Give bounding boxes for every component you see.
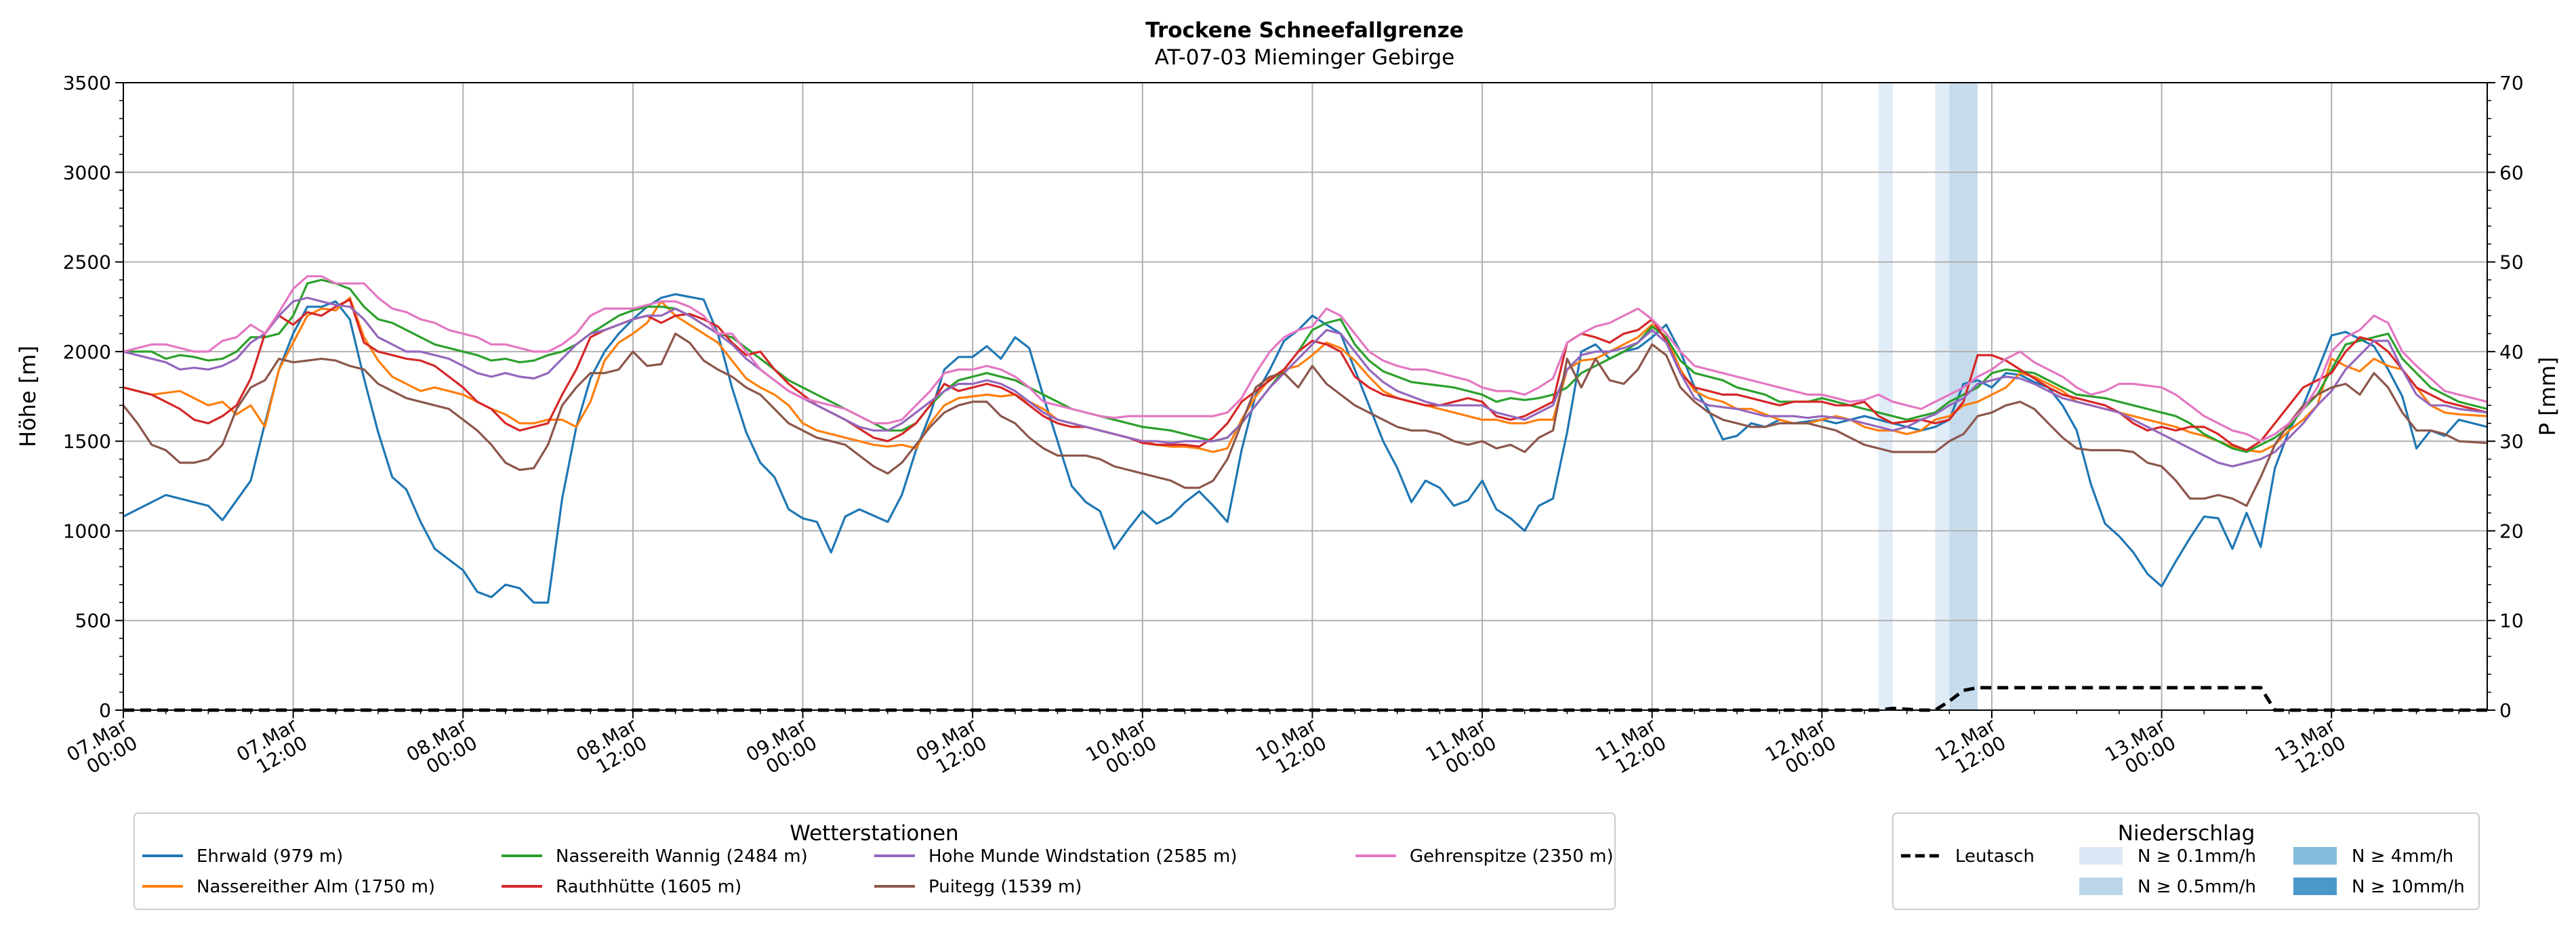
y-tick-label-0: 0	[99, 699, 111, 722]
legend-precip-label-2: N ≥ 0.5mm/h	[2138, 877, 2256, 897]
precip-bands	[1878, 83, 1978, 710]
precip-band-0	[1878, 83, 1893, 710]
y-tick-label-4: 2000	[63, 341, 111, 363]
series-line-6	[123, 275, 2488, 442]
precip-band-2	[1949, 83, 1978, 710]
legend-label-0: Ehrwald (979 m)	[197, 846, 343, 867]
plot-frame	[123, 82, 2488, 711]
series-lines	[122, 275, 2488, 604]
y2-tick-label-5: 50	[2499, 251, 2524, 274]
y2-axis-label: P [mm]	[2535, 357, 2560, 436]
precip-band-1	[1935, 83, 1950, 710]
y2-tick-label-6: 60	[2499, 161, 2524, 184]
legend-precip-swatch-2	[2079, 878, 2123, 895]
y-axis-label: Höhe [m]	[15, 346, 41, 447]
y-tick-label-6: 3000	[63, 161, 111, 184]
y2-tick-label-1: 10	[2499, 610, 2524, 632]
y2-tick-label-7: 70	[2499, 72, 2524, 94]
series-line-0	[123, 293, 2488, 604]
legend-precip-title: Niederschlag	[2118, 821, 2255, 846]
legend-precip-swatch-4	[2293, 878, 2337, 895]
series-line-2	[123, 278, 2488, 453]
precip-line	[123, 686, 2487, 712]
legend-precip-label-3: N ≥ 4mm/h	[2352, 846, 2453, 867]
legend-precip: Niederschlag Leutasch N ≥ 0.1mm/h N ≥ 0.5m…	[1892, 812, 2480, 910]
y-tick-label-7: 3500	[63, 72, 111, 94]
legend-label-1: Nassereither Alm (1750 m)	[197, 877, 435, 897]
y-tick-label-2: 1000	[63, 520, 111, 542]
legend-label-3: Rauthhütte (1605 m)	[556, 877, 741, 897]
y2-tick-label-4: 40	[2499, 341, 2524, 363]
legend-label-2: Nassereith Wannig (2484 m)	[556, 846, 808, 867]
series-line-4	[123, 296, 2488, 468]
y2-tick-label-3: 30	[2499, 430, 2524, 453]
legend-precip-label-4: N ≥ 10mm/h	[2352, 877, 2465, 897]
chart-title: Trockene Schneefallgrenze	[1145, 18, 1464, 43]
grid	[123, 82, 2487, 711]
legend-label-6: Gehrenspitze (2350 m)	[1410, 846, 1614, 867]
legend-label-leutasch: Leutasch	[1955, 846, 2035, 867]
precip-line-leutasch	[123, 686, 2487, 712]
legend-stations-title: Wetterstationen	[790, 821, 958, 846]
chart-subtitle: AT-07-03 Mieminger Gebirge	[1155, 45, 1455, 70]
y-tick-label-5: 2500	[63, 251, 111, 274]
legend-precip-swatch-3	[2293, 847, 2337, 865]
y-tick-label-3: 1500	[63, 430, 111, 453]
y-tick-label-1: 500	[75, 610, 111, 632]
legend-precip-swatch-1	[2079, 847, 2123, 865]
y2-tick-label-2: 20	[2499, 520, 2524, 542]
legend-precip-label-1: N ≥ 0.1mm/h	[2138, 846, 2256, 867]
series-line-3	[123, 298, 2488, 451]
legend-label-4: Hohe Munde Windstation (2585 m)	[928, 846, 1237, 867]
series-line-5	[122, 332, 2488, 507]
legend-label-5: Puitegg (1539 m)	[928, 877, 1082, 897]
legend-stations: Wetterstationen Ehrwald (979 m) Nassereit…	[134, 812, 1616, 910]
y2-tick-label-0: 0	[2499, 699, 2512, 722]
